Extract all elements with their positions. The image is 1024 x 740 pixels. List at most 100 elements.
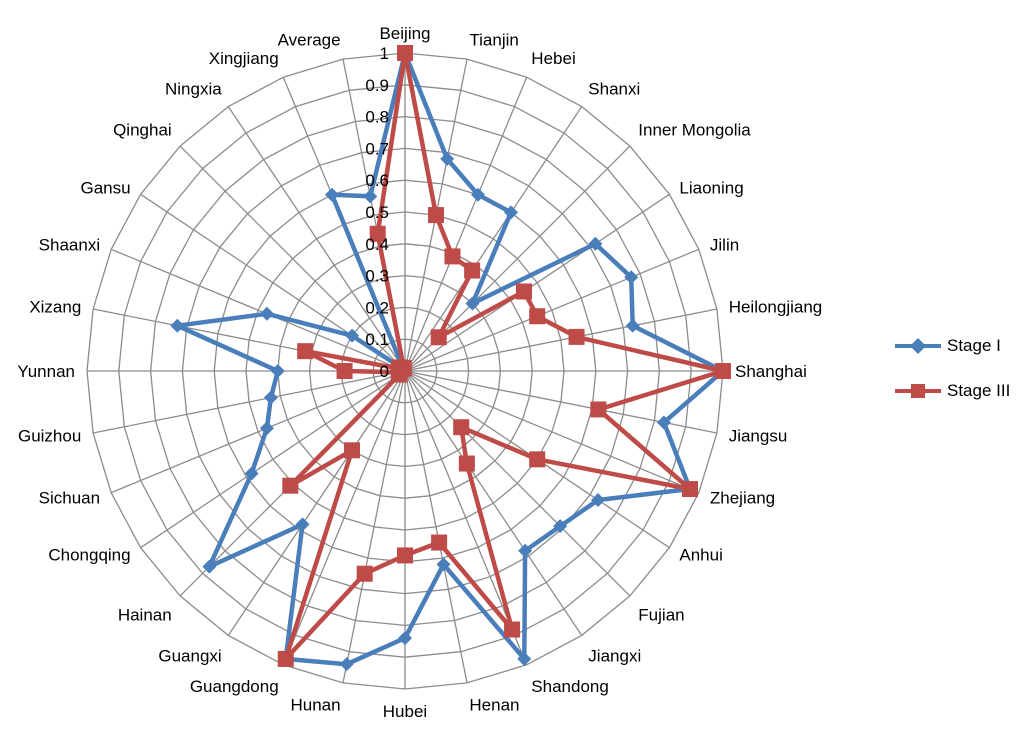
- grid-spoke: [404, 370, 700, 494]
- data-point: [590, 401, 607, 418]
- category-labels: Beijing Tianjin Hebei Shanxi Inner Mongolia L…: [17, 24, 822, 721]
- data-point: [504, 205, 519, 220]
- grid-spoke: [404, 76, 528, 372]
- data-point: [518, 543, 533, 558]
- category-label: Sichuan: [39, 488, 100, 507]
- category-label: Qinghai: [113, 121, 172, 140]
- tick-label: 0.7: [365, 139, 389, 158]
- category-label: Hainan: [118, 605, 172, 624]
- category-label: Chongqing: [48, 545, 130, 564]
- category-label: Hunan: [290, 696, 340, 715]
- data-point: [529, 308, 546, 325]
- tick-label: 0.4: [365, 235, 389, 254]
- tick-label: 0.3: [365, 267, 389, 286]
- category-label: Hebei: [531, 49, 575, 68]
- series-line: [283, 50, 726, 662]
- legend-label: Stage I: [947, 336, 1001, 355]
- tick-label: 0.9: [365, 76, 389, 95]
- category-label: Heilongjiang: [729, 298, 823, 317]
- data-point: [444, 248, 461, 265]
- data-point: [244, 466, 259, 481]
- category-label: Guangdong: [190, 677, 279, 696]
- radar-series: [170, 45, 731, 672]
- grid-spoke: [404, 370, 631, 597]
- category-label: Gansu: [81, 179, 131, 198]
- grid-spoke: [404, 106, 583, 372]
- data-point: [339, 657, 354, 672]
- grid-spoke: [404, 308, 718, 372]
- category-label: Guizhou: [18, 426, 81, 445]
- category-label: Xizang: [29, 298, 81, 317]
- data-point: [395, 360, 412, 377]
- data-point: [397, 547, 413, 564]
- data-point: [369, 225, 386, 242]
- category-label: Henan: [469, 696, 519, 715]
- category-label: Beijing: [379, 24, 430, 43]
- data-point: [440, 151, 455, 166]
- data-point: [681, 481, 698, 498]
- data-point: [345, 328, 360, 343]
- legend-label: Stage III: [947, 381, 1011, 400]
- category-label: Average: [278, 30, 341, 49]
- data-point: [588, 236, 603, 251]
- grid-spoke: [140, 370, 406, 549]
- data-point: [430, 329, 447, 346]
- data-point: [363, 189, 378, 204]
- category-label: Guangxi: [158, 646, 221, 665]
- grid-spoke: [110, 248, 406, 372]
- tick-label: 0: [380, 362, 389, 381]
- data-point: [656, 415, 671, 430]
- category-label: Hubei: [383, 702, 427, 721]
- tick-label: 0.5: [365, 203, 389, 222]
- category-label: Xingjiang: [209, 49, 279, 68]
- data-point: [397, 45, 413, 61]
- data-point: [591, 492, 606, 507]
- data-point: [431, 534, 448, 551]
- category-label: Inner Mongolia: [638, 121, 751, 140]
- grid-spoke: [110, 370, 406, 494]
- legend-swatch-stage-3: [895, 384, 941, 398]
- data-point: [568, 328, 585, 345]
- data-point: [715, 363, 731, 379]
- legend-item-stage-3[interactable]: Stage III: [893, 380, 1010, 402]
- data-point: [295, 517, 310, 532]
- data-point: [428, 207, 445, 224]
- data-point: [458, 455, 475, 472]
- category-label: Jilin: [710, 236, 739, 255]
- data-point: [324, 187, 339, 202]
- grid-spoke: [179, 145, 406, 372]
- tick-label: 1: [380, 44, 389, 63]
- tick-label: 0.2: [365, 298, 389, 317]
- category-label: Jiangxi: [588, 646, 641, 665]
- data-point: [259, 421, 274, 436]
- grid-spoke: [227, 370, 406, 636]
- data-point: [270, 364, 285, 378]
- legend: Stage I Stage III: [893, 335, 1010, 425]
- category-label: Anhui: [679, 545, 722, 564]
- category-label: Fujian: [638, 605, 684, 624]
- data-point: [471, 187, 486, 202]
- radar-grid: [86, 52, 724, 690]
- grid-spoke: [227, 106, 406, 372]
- series-2: [277, 45, 731, 667]
- data-point: [356, 565, 373, 582]
- data-point: [263, 390, 278, 405]
- data-point: [398, 631, 412, 646]
- data-point: [343, 442, 360, 459]
- tick-label: 0.6: [365, 171, 389, 190]
- grid-spoke: [342, 370, 406, 684]
- series-1: [170, 46, 730, 672]
- data-point: [553, 519, 568, 534]
- data-point: [436, 557, 451, 572]
- legend-swatch-stage-1: [895, 338, 941, 354]
- data-point: [170, 318, 185, 333]
- legend-item-stage-1[interactable]: Stage I: [893, 335, 1010, 357]
- data-point: [517, 651, 532, 666]
- category-label: Liaoning: [679, 179, 743, 198]
- grid-spoke: [282, 370, 406, 666]
- data-point: [202, 559, 217, 574]
- grid-spoke: [404, 370, 583, 636]
- data-point: [504, 621, 521, 638]
- category-label: Shandong: [531, 677, 609, 696]
